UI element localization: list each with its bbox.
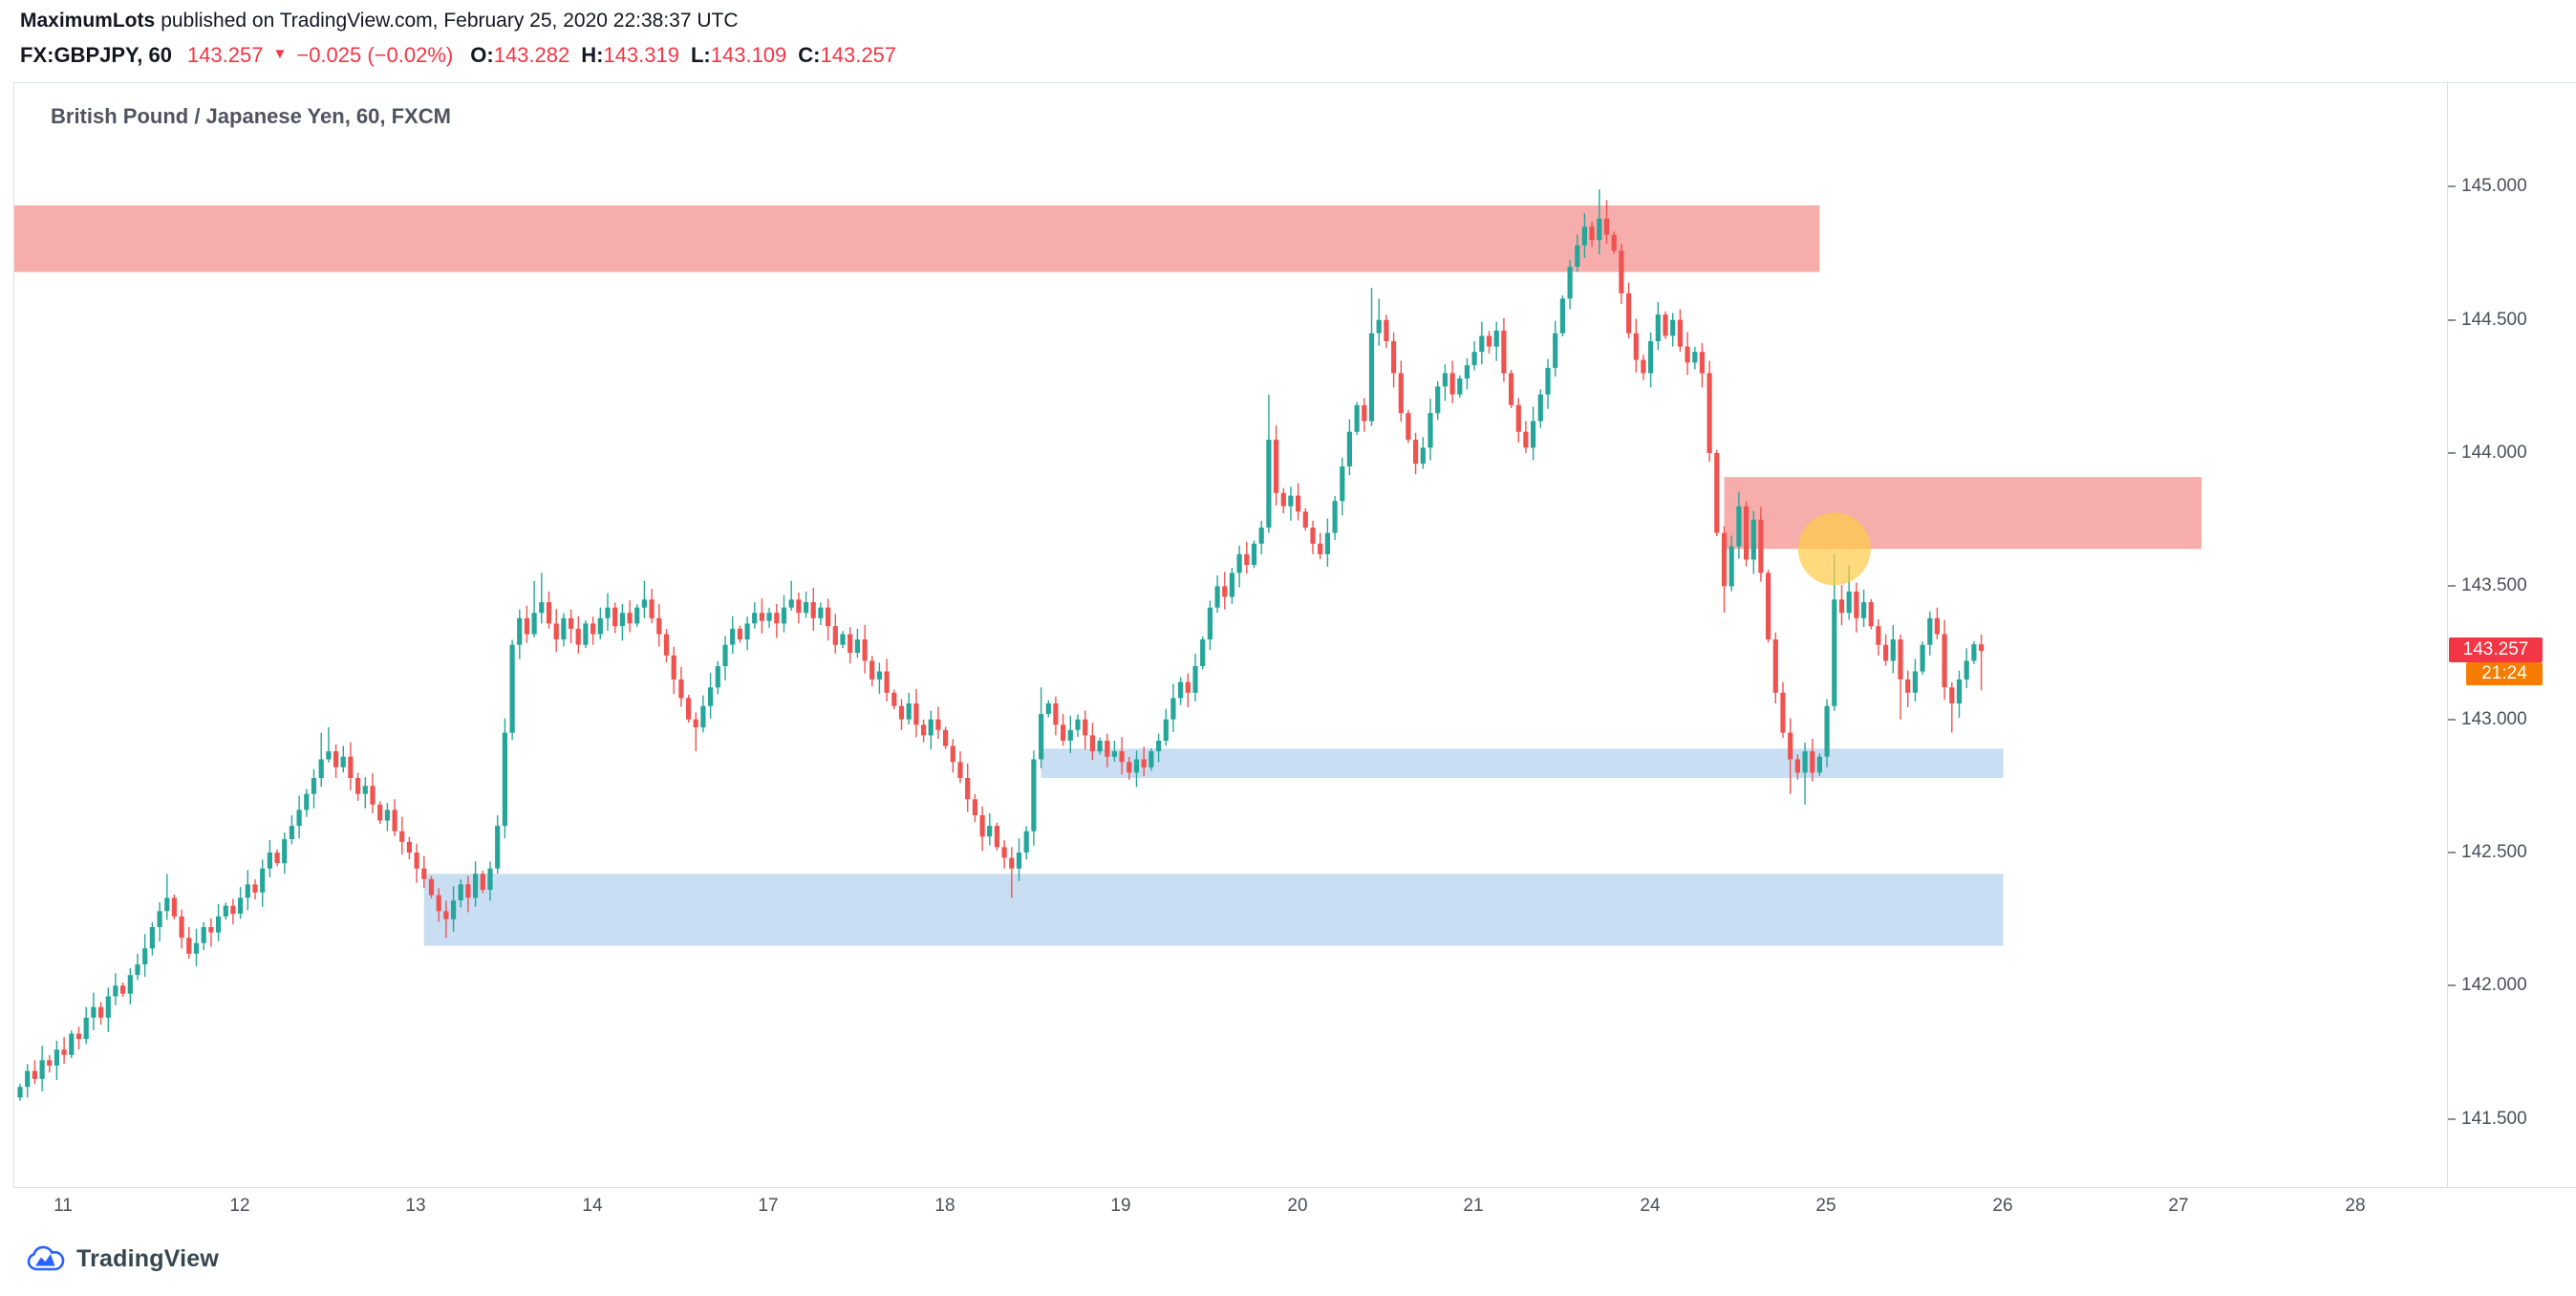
time-label: 14 [582, 1196, 603, 1216]
candles [17, 189, 1985, 1101]
open-value: 143.282 [493, 43, 570, 67]
high-label: H: [581, 43, 604, 67]
chart-pane[interactable]: British Pound / Japanese Yen, 60, FXCM [13, 82, 2448, 1188]
publish-line: MaximumLots published on TradingView.com,… [20, 9, 739, 33]
supply-zone-upper[interactable] [14, 205, 1820, 272]
candlestick-plot[interactable] [14, 83, 2447, 1187]
time-label: 17 [758, 1196, 779, 1216]
open-label: O: [470, 43, 494, 67]
tradingview-logo-icon [27, 1245, 65, 1271]
close-label: C: [798, 43, 821, 67]
price-tick-mark [2448, 585, 2456, 587]
symbol-line: FX:GBPJPY, 60 143.257 ▼ −0.025 (−0.02%) … [20, 42, 908, 68]
author-name: MaximumLots [20, 10, 156, 32]
tradingview-attribution[interactable]: TradingView [25, 1244, 219, 1273]
demand-zone-lower[interactable] [423, 874, 2004, 946]
time-label: 11 [54, 1196, 73, 1216]
time-label: 28 [2345, 1196, 2366, 1216]
chart-title: British Pound / Japanese Yen, 60, FXCM [51, 104, 451, 128]
supply-zone-lower[interactable] [1724, 477, 2202, 550]
symbol-title: FX:GBPJPY, 60 [20, 43, 172, 67]
tradingview-brand: TradingView [76, 1244, 220, 1272]
price-tick-label: 145.000 [2461, 176, 2527, 196]
price-tick-label: 143.000 [2461, 709, 2527, 729]
price-tick-label: 144.500 [2461, 310, 2527, 330]
price-tick-mark [2448, 1118, 2456, 1120]
time-label: 26 [1992, 1196, 2013, 1216]
time-label: 21 [1463, 1196, 1484, 1216]
time-label: 19 [1110, 1196, 1131, 1216]
price-tick-label: 142.000 [2461, 975, 2527, 995]
bar-countdown-badge: 21:24 [2466, 662, 2543, 685]
low-label: L: [690, 43, 711, 67]
time-label: 25 [1815, 1196, 1836, 1216]
time-label: 24 [1640, 1196, 1661, 1216]
price-tick-mark [2448, 185, 2456, 187]
demand-zone-upper[interactable] [1041, 748, 2004, 778]
low-value: 143.109 [710, 43, 787, 67]
price-tick-label: 141.500 [2461, 1109, 2527, 1129]
price-tick-mark [2448, 852, 2456, 853]
time-label: 13 [405, 1196, 426, 1216]
publish-info: published on TradingView.com, February 2… [161, 10, 739, 32]
price-axis[interactable]: 145.000 144.500 144.000 143.500 143.000 142.5… [2448, 82, 2576, 1188]
time-label: 18 [934, 1196, 955, 1216]
time-axis[interactable]: 11 12 13 14 17 18 19 20 21 24 25 26 27 28 [13, 1188, 2448, 1224]
close-value: 143.257 [820, 43, 897, 67]
price-tick-mark [2448, 452, 2456, 454]
ohlc-readout: O:143.282 H:143.319 L:143.109 C:143.257 [470, 42, 908, 68]
price-tick-mark [2448, 719, 2456, 721]
price-tick-label: 144.000 [2461, 443, 2527, 463]
time-label: 20 [1287, 1196, 1308, 1216]
price-tick-mark [2448, 319, 2456, 321]
price-tick-mark [2448, 984, 2456, 986]
time-label: 12 [229, 1196, 250, 1216]
arrow-down-icon: ▼ [272, 46, 288, 62]
price-tick-label: 142.500 [2461, 842, 2527, 862]
last-price-badge: 143.257 [2449, 637, 2543, 662]
price-tick-label: 143.500 [2461, 575, 2527, 595]
time-label: 27 [2168, 1196, 2189, 1216]
price-change: −0.025 (−0.02%) [296, 43, 454, 67]
current-price: 143.257 [186, 43, 264, 67]
high-value: 143.319 [603, 43, 679, 67]
highlight-circle [1797, 512, 1871, 586]
